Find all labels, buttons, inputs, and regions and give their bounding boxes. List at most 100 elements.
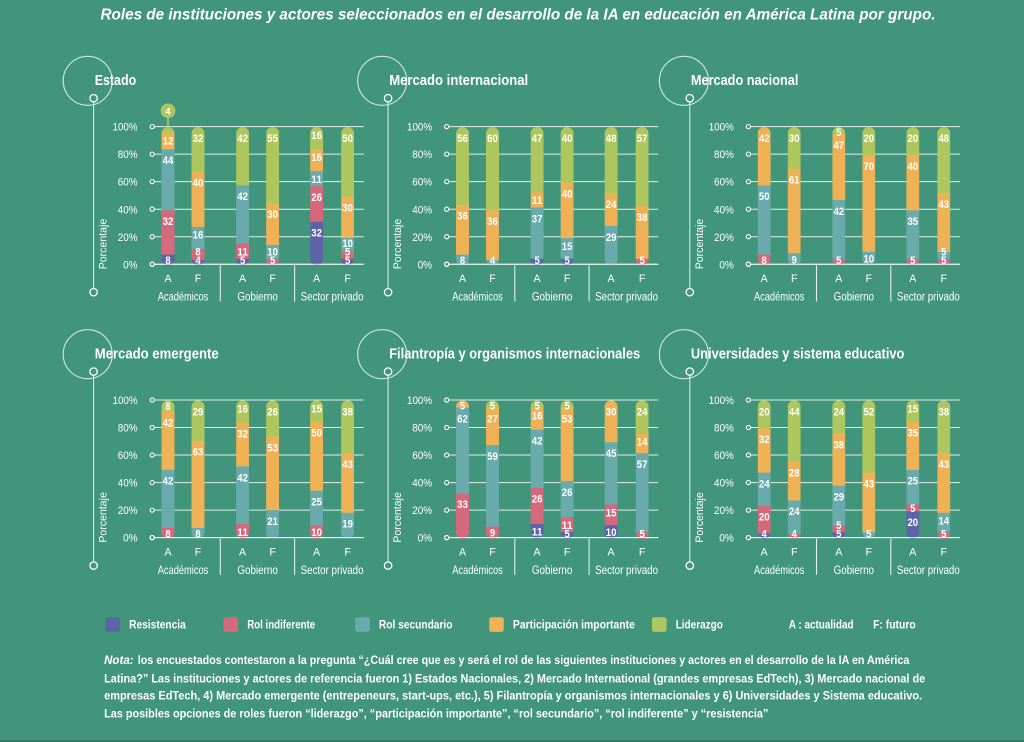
svg-text:20: 20 [907,517,918,529]
svg-text:F: F [791,546,798,558]
svg-text:8: 8 [165,255,170,267]
svg-text:15: 15 [311,404,322,416]
svg-text:A: A [835,273,843,285]
svg-text:60%: 60% [714,450,734,462]
svg-text:Porcentaje: Porcentaje [98,492,110,543]
svg-text:Sector privado: Sector privado [897,563,960,577]
svg-text:40: 40 [562,189,573,201]
svg-text:20%: 20% [412,232,432,244]
svg-text:8: 8 [165,528,170,540]
svg-text:100%: 100% [407,395,432,407]
svg-text:4: 4 [165,107,171,118]
svg-text:5: 5 [534,255,540,267]
svg-text:Porcentaje: Porcentaje [98,219,110,270]
svg-text:15: 15 [907,404,918,416]
svg-text:Sector privado: Sector privado [897,290,960,304]
svg-text:42: 42 [833,206,844,218]
svg-text:Porcentaje: Porcentaje [392,219,404,270]
svg-text:40: 40 [193,177,204,189]
svg-text:5: 5 [836,127,842,139]
svg-text:47: 47 [532,133,543,145]
svg-text:24: 24 [637,407,648,419]
svg-text:F: F [866,273,873,285]
svg-text:A: A [313,546,321,558]
svg-text:5: 5 [836,520,842,532]
svg-text:61: 61 [789,175,800,187]
svg-text:30: 30 [606,407,617,419]
svg-text:30: 30 [267,209,278,221]
svg-text:A: A [608,546,616,558]
svg-text:Rol secundario: Rol secundario [379,618,453,632]
svg-text:80%: 80% [412,423,432,435]
svg-text:10: 10 [342,238,353,250]
svg-text:9: 9 [792,254,797,266]
svg-text:F: F [195,546,202,558]
svg-text:12: 12 [163,136,174,148]
svg-text:32: 32 [163,216,174,228]
svg-text:20%: 20% [714,232,734,244]
svg-text:42: 42 [237,191,248,203]
svg-text:A: A [534,273,542,285]
svg-text:Gobierno: Gobierno [237,563,278,577]
svg-text:Académicos: Académicos [754,290,805,304]
svg-text:20: 20 [759,512,770,524]
svg-text:80%: 80% [714,149,734,161]
svg-text:5: 5 [639,528,645,540]
svg-text:5: 5 [345,246,351,258]
svg-text:16: 16 [237,404,248,416]
svg-text:60%: 60% [412,450,432,462]
svg-text:F: F [195,273,202,285]
svg-text:32: 32 [311,228,322,240]
svg-text:Sector privado: Sector privado [301,290,364,304]
svg-text:A : actualidad: A : actualidad [789,618,854,632]
svg-text:5: 5 [345,255,351,267]
svg-text:44: 44 [163,155,174,167]
svg-text:20%: 20% [714,505,734,517]
svg-text:38: 38 [938,407,949,419]
svg-text:42: 42 [237,472,248,484]
svg-text:8: 8 [195,246,200,258]
svg-text:empresas EdTech, 4) Mercado em: empresas EdTech, 4) Mercado emergente (e… [104,689,922,703]
svg-text:63: 63 [193,447,204,459]
svg-text:15: 15 [606,507,617,519]
svg-text:Gobierno: Gobierno [532,563,573,577]
svg-text:A: A [313,273,321,285]
svg-text:los encuestados contestaron a: los encuestados contestaron a la pregunt… [138,653,910,667]
svg-text:16: 16 [311,130,322,142]
svg-text:42: 42 [163,418,174,430]
svg-text:A: A [608,273,616,285]
svg-text:40: 40 [562,133,573,145]
svg-text:Mercado nacional: Mercado nacional [691,73,799,89]
svg-text:5: 5 [639,255,645,267]
svg-text:Las posibles opciones de roles: Las posibles opciones de roles fueron “l… [104,707,768,721]
svg-text:40%: 40% [714,478,734,490]
svg-text:F: futuro: F: futuro [873,618,916,632]
svg-text:37: 37 [532,213,543,225]
svg-text:48: 48 [938,133,949,145]
svg-text:A: A [164,546,172,558]
svg-text:0%: 0% [719,533,734,545]
svg-text:40%: 40% [118,204,138,216]
svg-text:11: 11 [532,195,543,207]
svg-text:80%: 80% [412,149,432,161]
svg-text:11: 11 [237,527,248,539]
svg-text:19: 19 [342,519,353,531]
svg-text:60%: 60% [118,177,138,189]
svg-text:5: 5 [240,255,246,267]
svg-text:A: A [459,273,467,285]
svg-text:5: 5 [910,503,916,515]
svg-text:10: 10 [267,246,278,258]
svg-text:Académicos: Académicos [754,563,805,577]
svg-text:40%: 40% [714,204,734,216]
svg-text:40%: 40% [412,478,432,490]
svg-text:43: 43 [938,199,949,211]
svg-text:16: 16 [193,230,204,242]
svg-text:4: 4 [792,528,798,540]
svg-text:Académicos: Académicos [158,290,209,304]
svg-text:F: F [344,546,351,558]
svg-text:29: 29 [606,232,617,244]
svg-text:27: 27 [487,413,498,425]
svg-text:29: 29 [833,492,844,504]
svg-text:A: A [909,546,917,558]
svg-text:59: 59 [487,451,498,463]
